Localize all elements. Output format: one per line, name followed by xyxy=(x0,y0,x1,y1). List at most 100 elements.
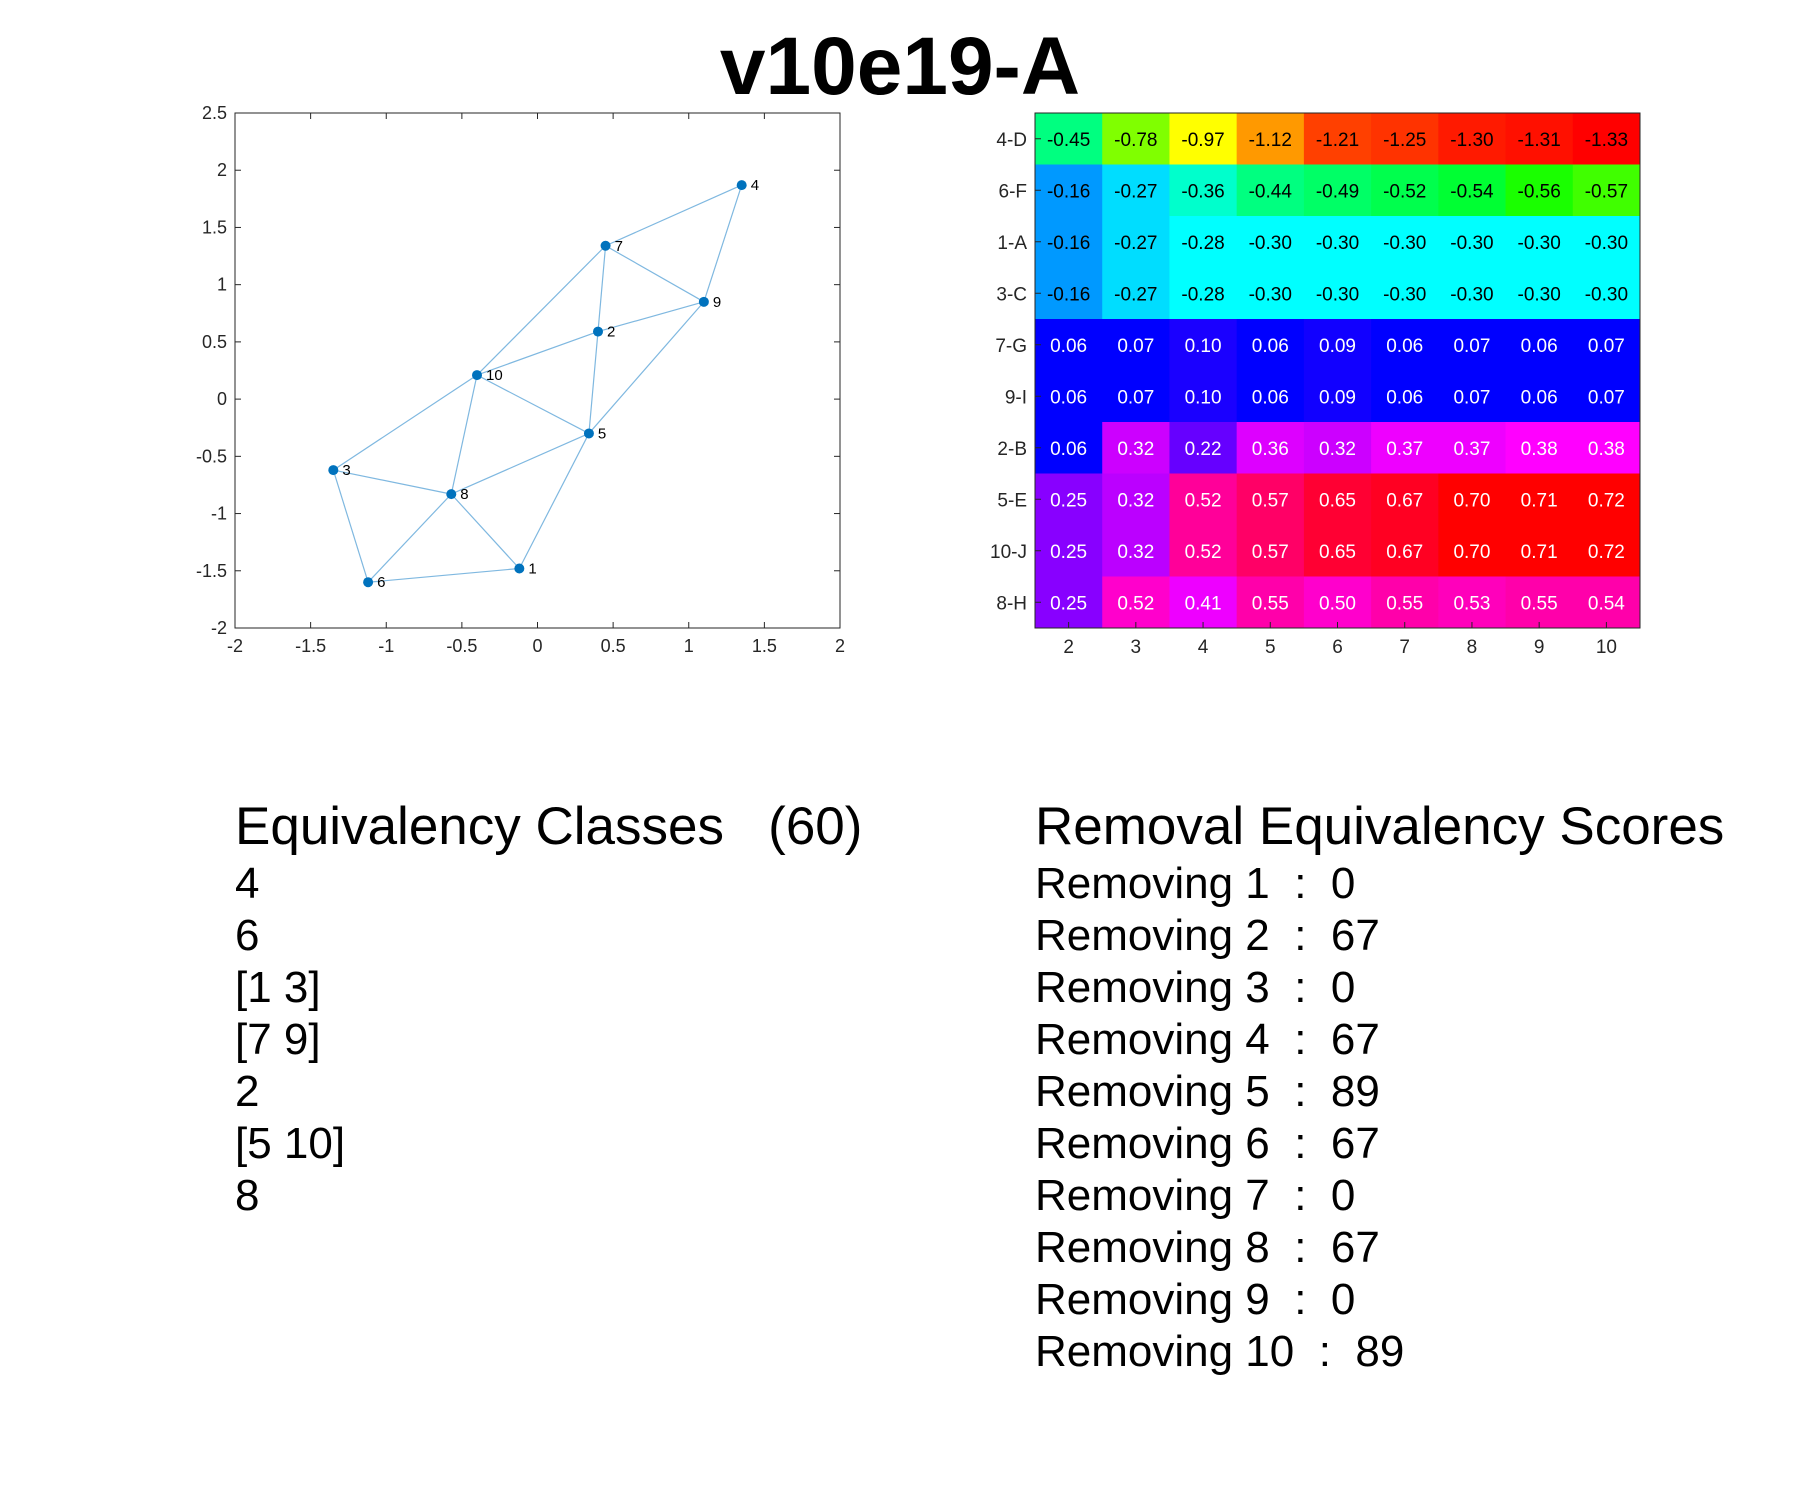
heatmap-value: 0.41 xyxy=(1185,593,1222,614)
col-label: 6 xyxy=(1332,637,1343,658)
heatmap-value: 0.38 xyxy=(1521,439,1558,460)
node-label: 6 xyxy=(377,574,385,591)
heatmap-cell xyxy=(1169,113,1238,165)
equivalency-classes-panel: Equivalency Classes (60) 4 6 [1 3] [7 9] 2 [5… xyxy=(235,796,862,1222)
heatmap-cell xyxy=(1371,576,1439,629)
heatmap-value: 0.55 xyxy=(1386,593,1423,614)
heatmap-cell xyxy=(1169,525,1238,577)
graph-edge xyxy=(333,469,452,495)
heatmap-value: -0.27 xyxy=(1114,233,1157,254)
col-label: 9 xyxy=(1534,637,1545,658)
heatmap-value: -0.45 xyxy=(1047,130,1090,151)
y-tick-label: -2 xyxy=(211,618,227,638)
y-tick-label: 1 xyxy=(217,275,227,295)
heatmap-cell xyxy=(1102,576,1170,629)
heatmap-value: -1.25 xyxy=(1383,130,1426,151)
heatmap-cell xyxy=(1505,113,1574,165)
removal-score-item: Removing 3 : 0 xyxy=(1035,963,1356,1012)
col-label: 10 xyxy=(1596,637,1617,658)
graph-edge xyxy=(450,374,478,495)
graph-node xyxy=(363,577,374,588)
heatmap-cell xyxy=(1102,319,1170,371)
x-tick-label: -1.5 xyxy=(295,636,326,656)
heatmap-value: 0.07 xyxy=(1117,336,1154,357)
equivalency-class-item: 6 xyxy=(235,911,260,960)
heatmap-cell xyxy=(1035,319,1103,371)
row-label: 6-F xyxy=(999,181,1028,202)
heatmap-cell xyxy=(1505,216,1574,268)
heatmap-value: -0.49 xyxy=(1316,181,1359,202)
heatmap-value: -0.44 xyxy=(1249,181,1293,202)
x-tick-label: 0 xyxy=(532,636,542,656)
heatmap-value: -0.30 xyxy=(1316,233,1359,254)
heatmap-cell xyxy=(1438,319,1507,371)
heatmap-cell xyxy=(1438,370,1507,423)
heatmap-cell xyxy=(1371,473,1439,526)
heatmap-cell xyxy=(1236,370,1305,423)
heatmap-cell xyxy=(1371,267,1439,320)
heatmap-cell xyxy=(1169,164,1238,217)
heatmap-value: -0.30 xyxy=(1383,284,1426,305)
heatmap-cell xyxy=(1102,267,1170,320)
heatmap-cell xyxy=(1572,370,1641,423)
heatmap-cell xyxy=(1169,267,1238,320)
equivalency-class-item: 2 xyxy=(235,1067,260,1116)
row-label: 9-I xyxy=(1005,387,1027,408)
removal-score-item: Removing 5 : 89 xyxy=(1035,1067,1380,1116)
heatmap-value: 0.53 xyxy=(1453,593,1490,614)
removal-score-item: Removing 1 : 0 xyxy=(1035,859,1356,908)
heatmap-value: 0.37 xyxy=(1453,439,1490,460)
heatmap-cell xyxy=(1572,267,1641,320)
col-label: 7 xyxy=(1399,637,1410,658)
heatmap-value: 0.71 xyxy=(1521,490,1558,511)
heatmap-cell xyxy=(1371,113,1439,165)
heatmap-value: 0.25 xyxy=(1050,490,1087,511)
heatmap-cell xyxy=(1169,370,1238,423)
heatmap-cell xyxy=(1102,422,1170,474)
heatmap-value: 0.67 xyxy=(1386,490,1423,511)
heatmap-cell xyxy=(1236,576,1305,629)
removal-list: Removing 1 : 0 Removing 2 : 67 Removing 3 … xyxy=(1035,858,1724,1378)
row-label: 3-C xyxy=(996,284,1027,305)
heatmap-cell xyxy=(1505,576,1574,629)
graph-node xyxy=(328,465,339,476)
row-label: 10-J xyxy=(990,542,1027,563)
graph-node xyxy=(593,326,603,337)
heatmap-value: 0.52 xyxy=(1185,490,1222,511)
heatmap-value: 0.72 xyxy=(1588,542,1625,563)
heatmap-cell xyxy=(1505,422,1574,474)
heatmap-value: -1.12 xyxy=(1249,130,1292,151)
y-tick-label: 2 xyxy=(217,160,227,180)
page-title: v10e19-A xyxy=(719,21,1081,112)
heatmap-cell xyxy=(1035,473,1103,526)
heatmap-value: 0.10 xyxy=(1185,387,1222,408)
node-label: 10 xyxy=(486,367,503,384)
heatmap-cell xyxy=(1572,113,1641,165)
heatmap-cell xyxy=(1236,164,1305,217)
heatmap-cell xyxy=(1303,576,1372,629)
heatmap-cell xyxy=(1102,216,1170,268)
heatmap-value: -0.30 xyxy=(1450,233,1493,254)
heatmap-value: 0.06 xyxy=(1252,387,1289,408)
heatmap-cell xyxy=(1438,576,1507,629)
heatmap-cell xyxy=(1102,113,1170,165)
heatmap-value: 0.54 xyxy=(1588,593,1625,614)
heatmap-cell xyxy=(1102,164,1170,217)
removal-scores-panel: Removal Equivalency Scores Removing 1 : … xyxy=(1035,796,1724,1378)
graph-plot: -2 -1.5 -1 -0.5 0 0.5 1 1.5 2 -2 -1.5 -1 -0.5 0 0.5 1 1.… xyxy=(196,103,845,656)
heatmap-value: 0.67 xyxy=(1386,542,1423,563)
heatmap-cell xyxy=(1035,370,1103,423)
heatmap-cell xyxy=(1236,525,1305,577)
graph-edge xyxy=(451,432,590,495)
heatmap-value: 0.52 xyxy=(1185,542,1222,563)
heatmap-value: -0.30 xyxy=(1585,233,1628,254)
heatmap-cell xyxy=(1303,319,1372,371)
heatmap-cell xyxy=(1035,216,1103,268)
equivalency-class-item: [7 9] xyxy=(235,1015,321,1064)
heatmap-cell xyxy=(1236,267,1305,320)
node-label: 8 xyxy=(460,486,468,503)
node-label: 1 xyxy=(528,560,536,577)
heatmap-value: 0.70 xyxy=(1453,490,1490,511)
heatmap-value: 0.07 xyxy=(1588,387,1625,408)
heatmap-cell xyxy=(1371,319,1439,371)
